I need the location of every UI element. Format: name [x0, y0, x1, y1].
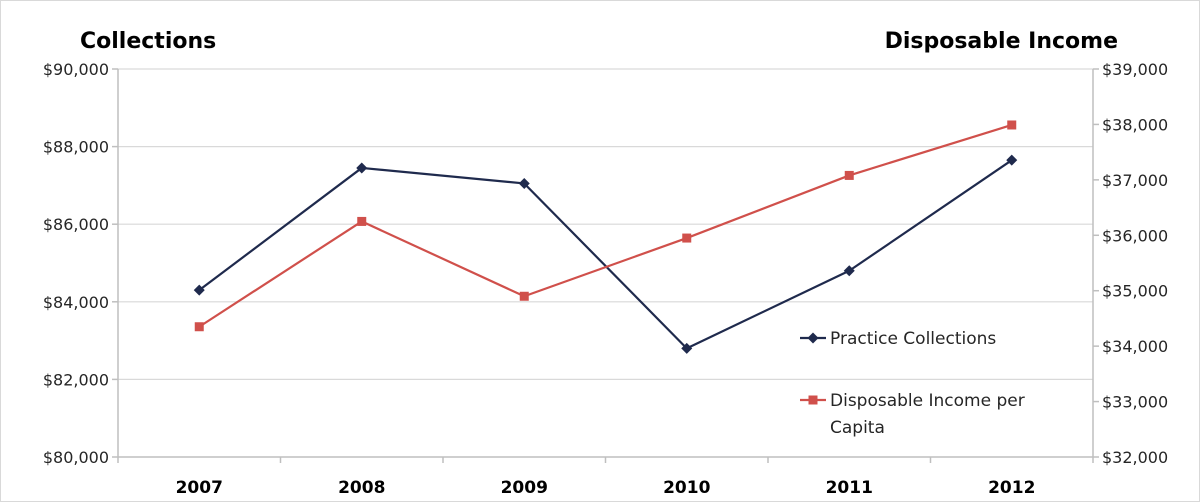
left-axis-ticks: $80,000 $82,000 $84,000 $86,000 $88,000 $90,0…: [43, 60, 118, 467]
left-tick-label: $88,000: [43, 138, 109, 157]
data-point: [682, 233, 692, 243]
series-line: [198, 159, 1013, 350]
right-tick-label: $37,000: [1102, 171, 1168, 190]
data-point: [357, 216, 367, 226]
right-tick-label: $33,000: [1102, 393, 1168, 412]
x-tick-label: 2010: [663, 478, 710, 498]
data-point: [193, 284, 205, 296]
data-point: [519, 291, 529, 301]
right-tick-label: $32,000: [1102, 448, 1168, 467]
right-tick-label: $38,000: [1102, 115, 1168, 134]
legend-marker: [807, 332, 819, 344]
legend-label-line: Capita: [830, 418, 885, 438]
left-tick-label: $82,000: [43, 370, 109, 389]
x-tick-label: 2011: [826, 478, 873, 498]
series-disposable-income: [194, 120, 1017, 332]
x-tick-label: 2007: [176, 478, 223, 498]
right-axis-ticks: $32,000 $33,000 $34,000 $35,000 $36,000 $37,0…: [1093, 60, 1168, 467]
left-tick-label: $86,000: [43, 215, 109, 234]
right-axis-title: Disposable Income: [885, 29, 1118, 54]
right-tick-label: $39,000: [1102, 60, 1168, 79]
legend: Practice Collections Disposable Income pe…: [800, 329, 1025, 438]
legend-label-line: Disposable Income per: [830, 391, 1025, 411]
legend-label: Disposable Income per Capita: [830, 391, 1025, 438]
x-tick-label: 2009: [501, 478, 548, 498]
axes: [117, 69, 1094, 463]
left-tick-label: $80,000: [43, 448, 109, 467]
data-point: [518, 177, 530, 189]
series-practice-collections: [193, 154, 1018, 354]
right-tick-label: $35,000: [1102, 282, 1168, 301]
data-point: [844, 170, 854, 180]
right-tick-label: $34,000: [1102, 337, 1168, 356]
data-point: [843, 265, 855, 277]
left-tick-label: $90,000: [43, 60, 109, 79]
series-line: [198, 123, 1013, 328]
legend-label: Practice Collections: [830, 329, 996, 349]
x-axis-ticks: 2007 2008 2009 2010 2011 2012: [176, 478, 1036, 498]
x-tick-label: 2008: [338, 478, 385, 498]
data-point: [194, 322, 204, 332]
left-axis-title: Collections: [80, 29, 216, 54]
right-tick-label: $36,000: [1102, 226, 1168, 245]
data-point: [1006, 154, 1018, 166]
legend-label-line: Practice Collections: [830, 329, 996, 349]
data-point: [681, 342, 693, 354]
data-point: [1007, 120, 1017, 130]
data-point: [356, 162, 368, 174]
gridlines: [118, 68, 1093, 380]
series-lines: [193, 120, 1018, 354]
x-tick-label: 2012: [988, 478, 1035, 498]
legend-marker: [808, 395, 818, 405]
left-tick-label: $84,000: [43, 293, 109, 312]
